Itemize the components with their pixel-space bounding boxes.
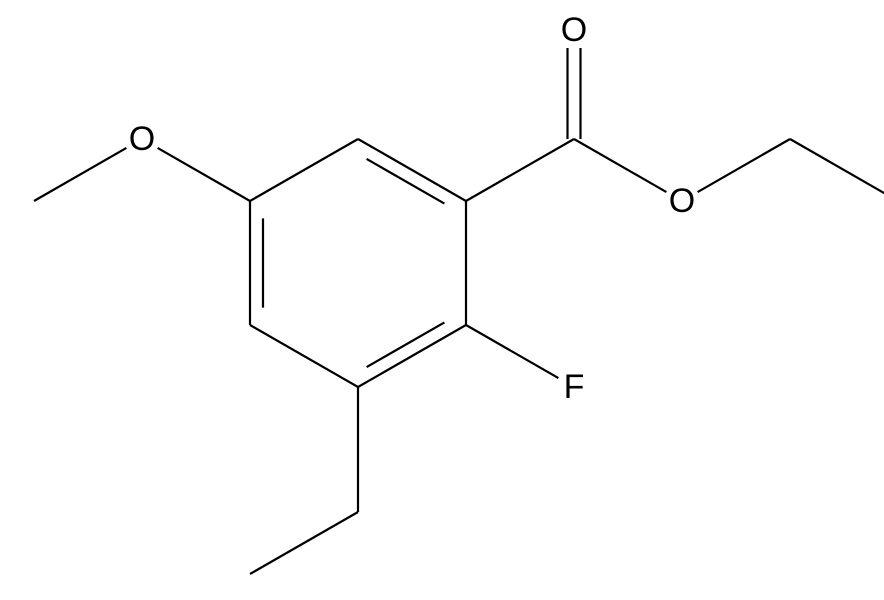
atom-label-o: O bbox=[561, 11, 587, 49]
molecule-canvas: O O F O bbox=[0, 0, 884, 600]
atom-label-o: O bbox=[669, 182, 695, 220]
atom-label-o: O bbox=[129, 120, 155, 158]
atom-label-f: F bbox=[564, 368, 585, 406]
